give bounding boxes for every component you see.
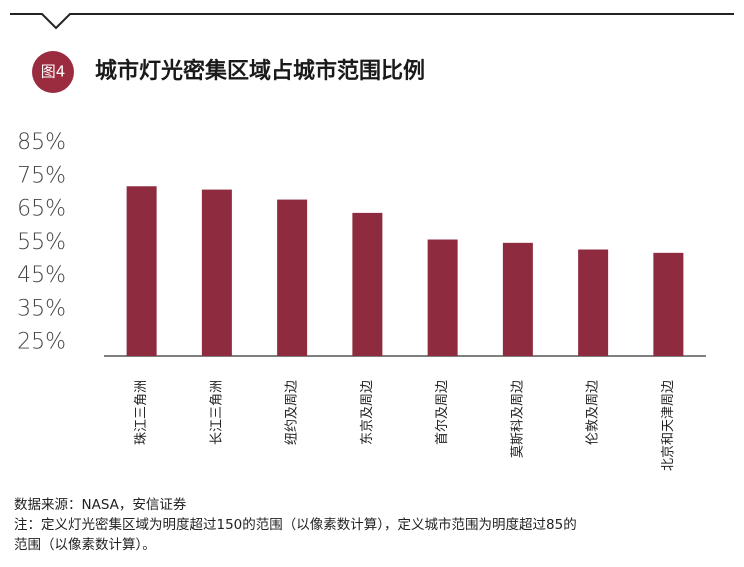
badge-circle <box>32 51 74 93</box>
x-tick-label: 纽约及周边 <box>285 380 300 445</box>
x-tick-label: 长江三角洲 <box>209 380 224 445</box>
note: 范围（以像素数计算）。 <box>14 537 156 553</box>
x-tick-label: 东京及周边 <box>360 380 375 445</box>
bar <box>126 186 157 356</box>
y-tick-label: 25% <box>17 330 66 355</box>
bar <box>427 239 458 356</box>
x-tick-label: 首尔及周边 <box>435 380 450 445</box>
x-tick-label: 北京和天津周边 <box>661 380 676 471</box>
bar <box>277 199 308 356</box>
x-tick-label: 珠江三角洲 <box>134 380 149 445</box>
bar <box>502 242 533 356</box>
chart-title: 城市灯光密集区域占城市范围比例 <box>95 58 425 84</box>
badge-label: 图4 <box>41 63 66 81</box>
y-tick-label: 45% <box>17 263 66 288</box>
note: 注：定义灯光密集区域为明度超过150的范围（以像素数计算），定义城市范围为明度超… <box>14 516 577 533</box>
header-rule <box>10 13 734 30</box>
bar <box>653 252 684 356</box>
note: 数据来源：NASA，安信证券 <box>14 497 187 513</box>
y-tick-label: 55% <box>17 230 66 255</box>
bar <box>352 212 383 356</box>
bar <box>578 249 609 356</box>
y-tick-label: 85% <box>17 130 66 155</box>
bar <box>201 189 232 356</box>
y-tick-label: 65% <box>17 197 66 222</box>
y-tick-label: 75% <box>17 163 66 188</box>
x-tick-label: 莫斯科及周边 <box>510 380 525 458</box>
y-tick-label: 35% <box>17 296 66 321</box>
x-tick-label: 伦敦及周边 <box>585 380 601 445</box>
